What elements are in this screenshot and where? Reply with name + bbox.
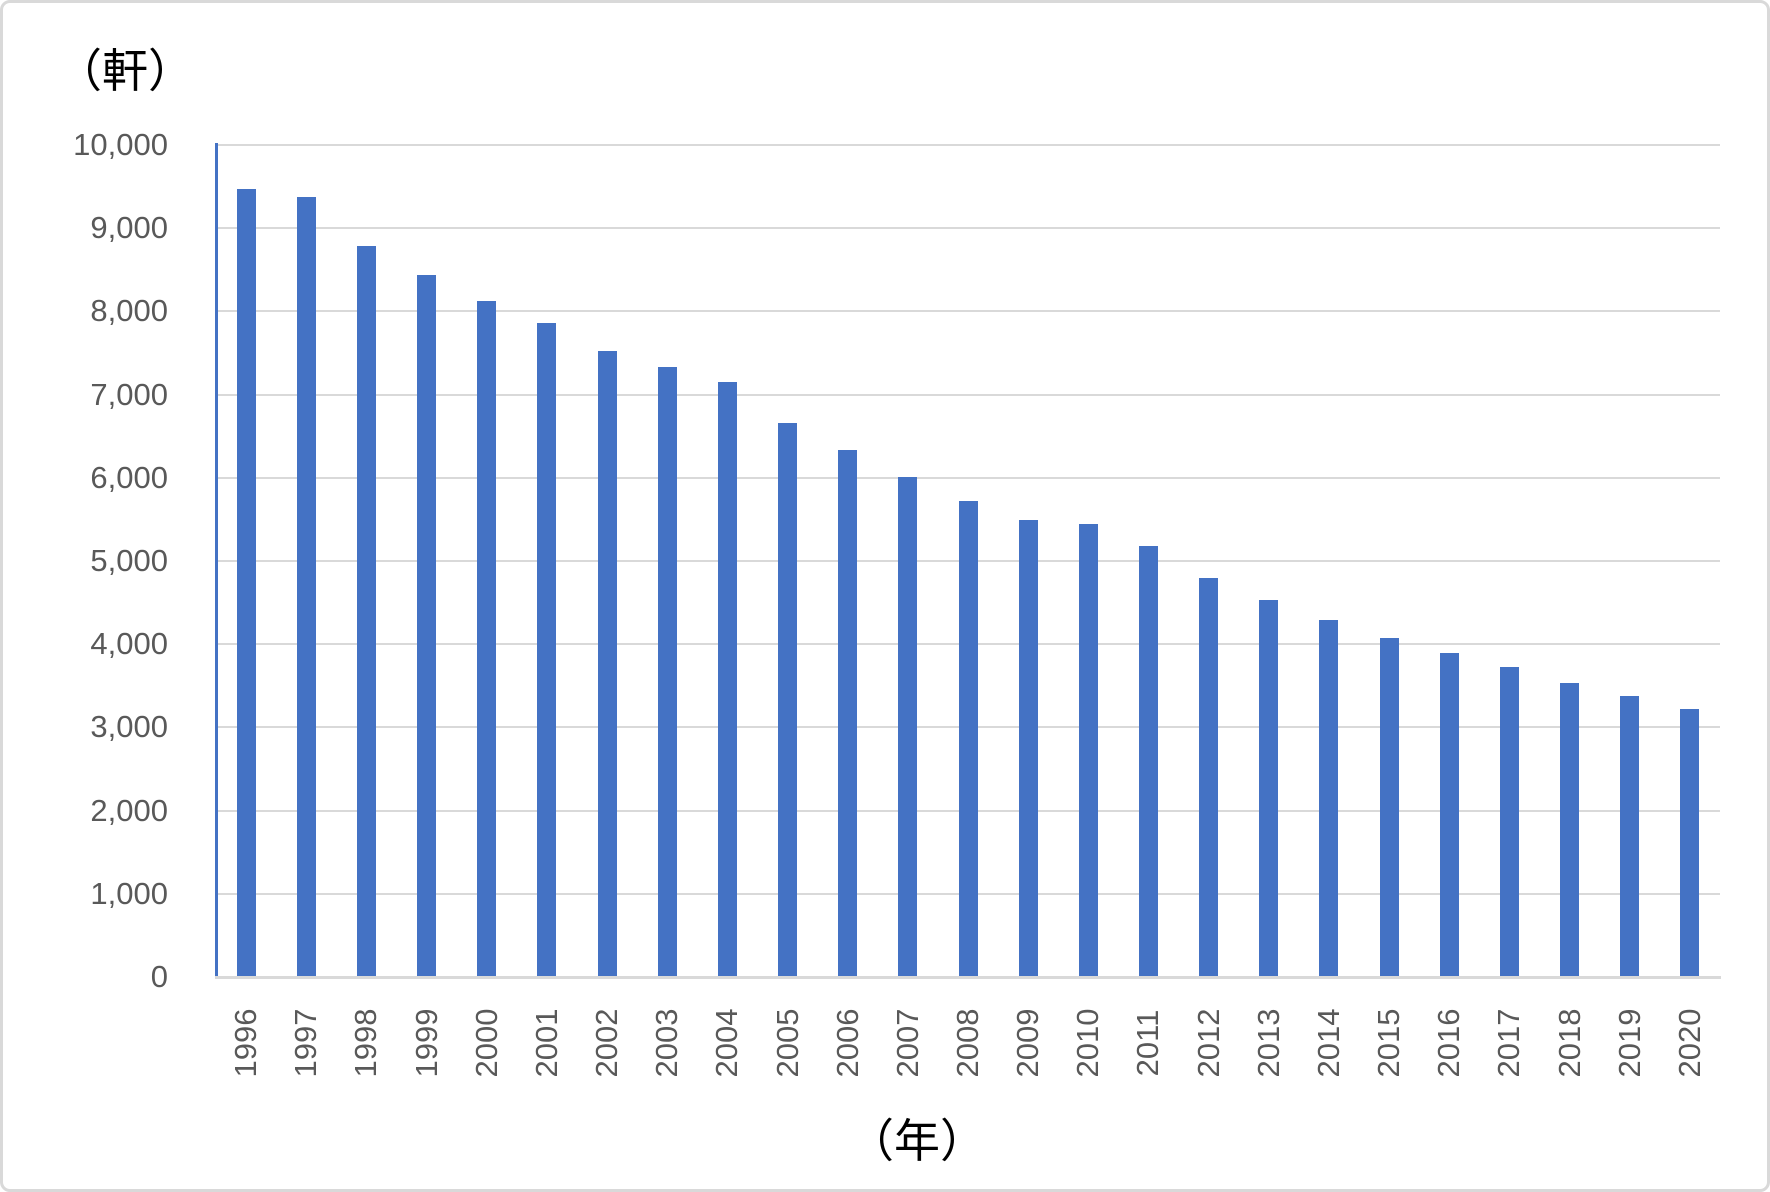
y-tick-label-8000: 8,000 [90,293,168,329]
bar-1997 [296,196,316,977]
bar-2008 [958,501,978,977]
x-tick-label-2020: 2020 [1671,1008,1707,1078]
x-tick-label-2015: 2015 [1371,1008,1407,1078]
bar-2009 [1018,520,1038,977]
bar-2018 [1560,683,1580,977]
bar-2019 [1620,695,1640,977]
bar-2020 [1680,709,1700,977]
y-tick-label-6000: 6,000 [90,459,168,495]
x-tick-label-2011: 2011 [1130,1009,1166,1077]
y-axis-title: （軒） [56,45,194,97]
x-tick-label-2018: 2018 [1551,1008,1587,1078]
bar-2004 [717,382,737,977]
x-tick-label-2002: 2002 [589,1008,625,1078]
gridline-9000 [216,227,1720,230]
y-tick-label-7000: 7,000 [90,376,168,412]
bar-2003 [657,367,677,977]
x-tick-label-2019: 2019 [1611,1008,1647,1078]
y-tick-label-4000: 4,000 [90,626,168,662]
gridline-10000 [216,144,1720,146]
bar-1999 [417,274,437,977]
x-tick-label-2014: 2014 [1310,1008,1346,1078]
bar-2007 [898,476,918,977]
gridline-7000 [216,393,1720,396]
x-tick-label-2007: 2007 [889,1008,925,1078]
x-tick-label-2005: 2005 [769,1008,805,1078]
x-tick-label-2004: 2004 [709,1008,745,1078]
y-tick-label-2000: 2,000 [90,792,168,828]
bar-2011 [1138,546,1158,977]
x-tick-label-2010: 2010 [1070,1008,1106,1078]
bar-2013 [1259,600,1279,977]
x-tick-label-1996: 1996 [228,1008,264,1078]
x-tick-label-2013: 2013 [1250,1008,1286,1078]
bar-2006 [838,450,858,977]
bar-2015 [1379,638,1399,977]
x-tick-label-2008: 2008 [950,1008,985,1078]
gridline-6000 [216,476,1720,479]
gridline-8000 [216,310,1720,313]
x-tick-label-2000: 2000 [468,1008,504,1078]
bar-2016 [1439,653,1459,977]
x-tick-label-2017: 2017 [1491,1008,1527,1078]
x-axis-line [215,976,1721,979]
y-tick-label-1000: 1,000 [90,875,168,911]
x-tick-label-2009: 2009 [1010,1008,1046,1078]
x-tick-label-1999: 1999 [408,1008,444,1078]
x-tick-label-1998: 1998 [348,1008,384,1078]
y-axis-line [215,143,218,977]
x-tick-label-2001: 2001 [528,1008,564,1078]
x-axis-title: （年） [848,1115,986,1167]
y-tick-label-5000: 5,000 [90,543,168,578]
y-tick-label-9000: 9,000 [90,210,168,246]
bar-2014 [1319,620,1339,977]
bar-1998 [356,245,376,977]
bar-2001 [537,323,557,977]
x-tick-label-2003: 2003 [649,1008,685,1078]
x-tick-label-2012: 2012 [1190,1008,1226,1078]
bar-2010 [1078,524,1098,977]
bar-2000 [477,300,497,977]
bar-2012 [1199,577,1219,977]
bar-1996 [236,189,256,977]
x-tick-label-1997: 1997 [288,1008,324,1078]
bar-2005 [778,422,798,977]
bar-2002 [597,351,617,977]
y-tick-label-0: 0 [150,959,168,994]
y-tick-label-10000: 10,000 [73,127,168,162]
bar-2017 [1499,667,1519,977]
x-tick-label-2006: 2006 [829,1008,865,1078]
x-tick-label-2016: 2016 [1431,1008,1467,1078]
y-tick-label-3000: 3,000 [90,709,168,745]
